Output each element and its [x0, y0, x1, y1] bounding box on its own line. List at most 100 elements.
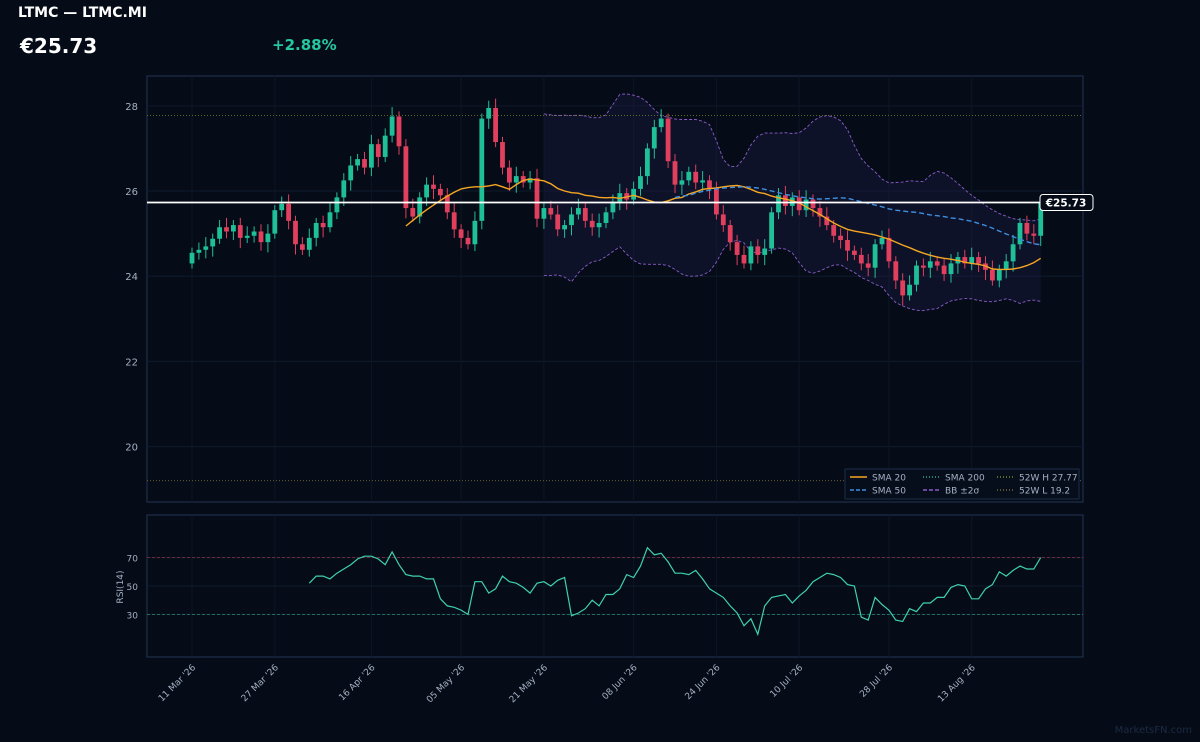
candle-body [265, 233, 271, 243]
candle-body [755, 246, 761, 255]
candle-body [203, 246, 209, 250]
candle-body [244, 235, 250, 238]
candle-body [969, 257, 975, 264]
candle-body [355, 159, 360, 166]
candle-body [196, 249, 202, 253]
candle-body [493, 107, 498, 143]
candle-body [796, 197, 802, 211]
candle-body [306, 237, 312, 250]
candle-body [272, 210, 278, 234]
bollinger-lower-line [543, 239, 1041, 312]
candle-body [1031, 233, 1037, 236]
candle-body [527, 178, 533, 183]
candle-body [658, 118, 664, 128]
chart-title: LTMC — LTMC.MI [18, 5, 147, 21]
candle-body [707, 180, 712, 189]
x-tick-label: 16 Apr '26 [337, 663, 377, 703]
candle-body [555, 214, 561, 230]
candle-body [651, 127, 657, 149]
candle-body [465, 237, 471, 245]
candle-body [541, 208, 547, 219]
candle-body [424, 184, 429, 198]
candle-body [327, 212, 333, 228]
x-tick-label: 08 Jun '26 [601, 663, 640, 702]
candle-body [693, 171, 699, 183]
candle-body [769, 212, 774, 249]
candle-body [286, 203, 291, 221]
candle-body [610, 201, 616, 213]
candle-body [562, 225, 567, 230]
candle-body [686, 171, 692, 181]
candle-body [417, 197, 423, 217]
candle-body [748, 246, 754, 264]
candle-body [734, 242, 740, 255]
candle-body [617, 193, 623, 202]
candle-body [962, 257, 968, 264]
sma50-line [674, 186, 1041, 246]
x-tick-label: 10 Jul '26 [769, 663, 806, 700]
candle-body [921, 265, 926, 268]
candle-body [1024, 222, 1030, 234]
last-price-label: €25.73 [1045, 198, 1087, 210]
candle-body [369, 144, 374, 168]
candle-body [914, 265, 919, 285]
candle-body [313, 222, 319, 238]
candle-body [438, 188, 443, 196]
legend-label-sma50: SMA 50 [872, 487, 906, 497]
sma20-line [405, 178, 1042, 271]
candle-body [1010, 244, 1016, 262]
candle-body [927, 261, 933, 268]
candle-body [810, 199, 816, 209]
candle-body [451, 212, 457, 230]
price-y-tick-label: 28 [125, 102, 138, 113]
candle-body [976, 257, 981, 264]
candle-body [582, 208, 588, 221]
candle-body [934, 261, 940, 266]
candle-body [845, 240, 850, 251]
legend-box [844, 468, 1080, 500]
candle-body [300, 244, 305, 250]
candle-body [251, 231, 257, 236]
candle-body [727, 225, 733, 243]
legend-label-high52: 52W H 27.77 [1019, 474, 1078, 484]
candle-body [389, 116, 395, 136]
candle-body [576, 208, 581, 215]
candle-body [548, 208, 554, 215]
candle-body [1017, 222, 1023, 245]
candle-body [858, 254, 864, 264]
candle-body [472, 220, 478, 245]
candle-body [279, 203, 285, 211]
candle-body [507, 167, 512, 183]
candle-body [741, 254, 747, 264]
candle-body [665, 118, 671, 162]
candle-body [783, 195, 788, 206]
price-y-tick-label: 20 [125, 443, 138, 454]
candle-body [293, 220, 298, 245]
legend-label-sma200: SMA 200 [945, 474, 985, 484]
rsi-y-tick-label: 30 [127, 611, 139, 621]
candle-body [817, 208, 823, 217]
rsi-axis-label: RSI(14) [116, 570, 126, 603]
rsi-line [308, 546, 1042, 637]
candle-body [803, 199, 809, 211]
x-tick-label: 28 Jul '26 [858, 663, 895, 700]
candle-body [569, 214, 574, 226]
candle-body [879, 237, 885, 245]
candle-body [672, 161, 678, 185]
candle-body [375, 144, 381, 157]
candle-body [631, 188, 636, 200]
candle-body [638, 176, 643, 189]
bollinger-upper-line [543, 93, 1041, 222]
candle-body [596, 222, 602, 228]
candle-body [603, 212, 609, 223]
candle-body [948, 263, 954, 275]
x-tick-label: 05 May '26 [425, 663, 467, 705]
legend-label-bb: BB ±2σ [945, 487, 979, 497]
candle-body [700, 180, 705, 183]
candle-body [534, 178, 540, 219]
price-y-tick-label: 22 [125, 357, 138, 368]
candle-body [396, 116, 402, 147]
candle-body [679, 180, 685, 185]
price-panel [146, 75, 1084, 503]
